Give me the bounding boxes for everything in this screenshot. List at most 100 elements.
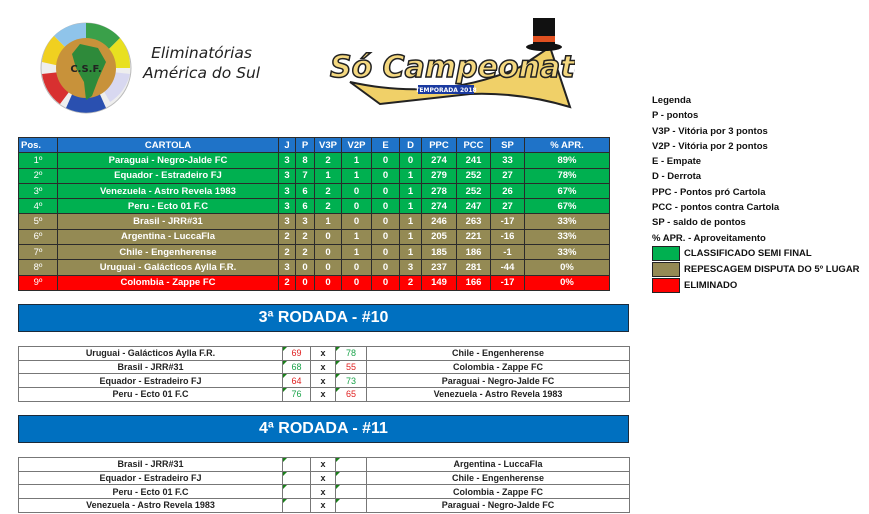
- column-header-v2p: V2P: [341, 136, 372, 154]
- column-header-p: P: [295, 136, 315, 154]
- cell-e: 0: [371, 274, 400, 291]
- cell-apr: 33%: [524, 228, 610, 246]
- cell-apr: 78%: [524, 167, 610, 184]
- cell-apr: 0%: [524, 259, 610, 276]
- legend-item: PPC - Pontos pró Cartola: [652, 186, 766, 198]
- page-title: Eliminatórias América do Sul: [143, 43, 260, 83]
- cell-sp: -44: [490, 259, 525, 276]
- cell-j: 2: [278, 228, 296, 246]
- cell-sp: -17: [490, 213, 525, 230]
- away-score[interactable]: 78: [335, 346, 367, 361]
- legend-item: % APR. - Aproveitamento: [652, 232, 766, 244]
- home-score[interactable]: 76: [282, 387, 311, 402]
- cell-d: 3: [399, 259, 422, 276]
- cell-v2p: 1: [341, 244, 372, 261]
- legend-item: D - Derrota: [652, 171, 702, 183]
- away-score[interactable]: 73: [335, 373, 367, 389]
- home-score[interactable]: 69: [282, 346, 311, 361]
- away-score[interactable]: [335, 470, 367, 486]
- svg-text:C.S.F.: C.S.F.: [70, 64, 101, 75]
- home-score[interactable]: 64: [282, 373, 311, 389]
- versus-separator: x: [310, 387, 336, 402]
- home-score[interactable]: 68: [282, 359, 311, 375]
- match-row: Equador - Estradeiro FJ 64 x 73 Paraguai - N…: [18, 373, 630, 389]
- cell-v2p: 0: [341, 274, 372, 291]
- column-header-v3p: V3P: [314, 136, 342, 154]
- cell-pos: 9º: [18, 274, 58, 291]
- away-team: Argentina - LuccaFla: [366, 457, 630, 472]
- cell-e: 0: [371, 182, 400, 200]
- cell-v2p: 1: [341, 152, 372, 169]
- cell-team: Chile - Engenherense: [57, 244, 279, 261]
- legend-item: V2P - Vitória por 2 pontos: [652, 140, 768, 152]
- column-header-pcc: PCC: [456, 136, 491, 154]
- cell-pcc: 186: [456, 244, 491, 261]
- cell-j: 2: [278, 274, 296, 291]
- cell-team: Venezuela - Astro Revela 1983: [57, 182, 279, 200]
- cell-d: 1: [399, 198, 422, 215]
- cell-ppc: 274: [421, 198, 457, 215]
- matches-table: Uruguai - Galácticos Aylla F.R. 69 x 78 Chil…: [18, 346, 630, 402]
- away-team: Colombia - Zappe FC: [366, 484, 630, 500]
- standings-header-row: Pos. CARTOLA J P V3P V2P E D PPC PCC SP% APR.: [18, 136, 610, 154]
- away-score[interactable]: [335, 457, 367, 472]
- cell-v2p: 0: [341, 259, 372, 276]
- away-score[interactable]: [335, 484, 367, 500]
- color-swatch: [652, 246, 680, 262]
- cell-pos: 6º: [18, 228, 58, 246]
- round-banner: 4ª RODADA - #11: [18, 415, 629, 443]
- away-score[interactable]: 55: [335, 359, 367, 375]
- home-score[interactable]: [282, 470, 311, 486]
- cell-e: 0: [371, 198, 400, 215]
- cell-apr: 89%: [524, 152, 610, 169]
- cell-team: Equador - Estradeiro FJ: [57, 167, 279, 184]
- standings-row: 1º Paraguai - Negro-Jalde FC 3 8 2 1 0 0 274 241 3…: [18, 152, 610, 169]
- cell-pos: 3º: [18, 182, 58, 200]
- home-team: Venezuela - Astro Revela 1983: [18, 498, 283, 513]
- cell-apr: 33%: [524, 244, 610, 261]
- round-banner: 3ª RODADA - #10: [18, 304, 629, 332]
- column-header-d: D: [399, 136, 422, 154]
- home-score[interactable]: [282, 457, 311, 472]
- cell-j: 3: [278, 213, 296, 230]
- home-team: Peru - Ecto 01 F.C: [18, 484, 283, 500]
- cell-d: 2: [399, 274, 422, 291]
- cell-e: 0: [371, 259, 400, 276]
- cell-sp: 27: [490, 198, 525, 215]
- away-score[interactable]: [335, 498, 367, 513]
- standings-row: 6º Argentina - LuccaFla 2 2 0 1 0 1 205 221 -16 33%: [18, 228, 610, 246]
- cell-p: 8: [295, 152, 315, 169]
- cell-pcc: 281: [456, 259, 491, 276]
- cell-v3p: 2: [314, 198, 342, 215]
- cell-d: 1: [399, 167, 422, 184]
- swatch-label: REPESCAGEM DISPUTA DO 5º LUGAR: [684, 264, 860, 276]
- cell-j: 3: [278, 259, 296, 276]
- legend: Legenda P - pontos V3P - Vitória por 3 pon…: [652, 93, 860, 294]
- cell-ppc: 205: [421, 228, 457, 246]
- standings-row: 3º Venezuela - Astro Revela 1983 3 6 2 0 0 1 278…: [18, 182, 610, 200]
- cell-d: 1: [399, 182, 422, 200]
- versus-separator: x: [310, 359, 336, 375]
- column-header-j: J: [278, 136, 296, 154]
- away-score[interactable]: 65: [335, 387, 367, 402]
- cell-e: 0: [371, 228, 400, 246]
- title-line-2: América do Sul: [143, 64, 261, 82]
- home-score[interactable]: [282, 484, 311, 500]
- legend-swatch-item: REPESCAGEM DISPUTA DO 5º LUGAR: [652, 262, 860, 278]
- cell-p: 3: [295, 213, 315, 230]
- away-team: Colombia - Zappe FC: [366, 359, 630, 375]
- cell-d: 1: [399, 228, 422, 246]
- cell-d: 0: [399, 152, 422, 169]
- svg-text:TEMPORADA 2018: TEMPORADA 2018: [415, 87, 476, 94]
- column-header-apr: % APR.: [524, 136, 610, 154]
- cell-v3p: 0: [314, 259, 342, 276]
- versus-separator: x: [310, 373, 336, 389]
- cell-pos: 4º: [18, 198, 58, 215]
- swatch-label: CLASSIFICADO SEMI FINAL: [684, 248, 812, 260]
- cell-p: 2: [295, 228, 315, 246]
- away-team: Paraguai - Negro-Jalde FC: [366, 373, 630, 389]
- cell-apr: 0%: [524, 274, 610, 291]
- cell-pos: 1º: [18, 152, 58, 169]
- home-score[interactable]: [282, 498, 311, 513]
- legend-swatch-item: ELIMINADO: [652, 278, 860, 294]
